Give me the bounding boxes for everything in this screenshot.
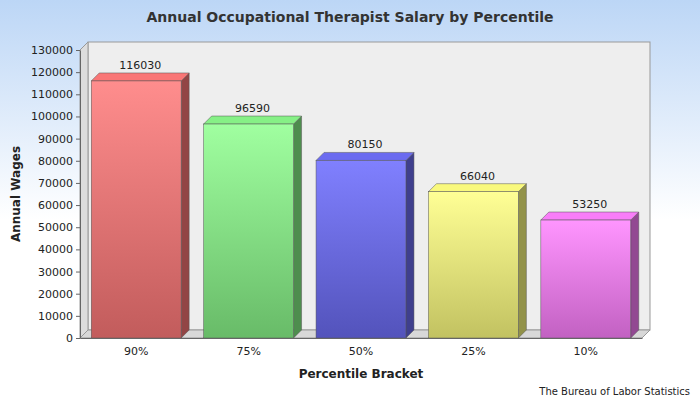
bar	[204, 124, 294, 338]
title: Annual Occupational Therapist Salary by …	[147, 9, 554, 25]
x-axis: 90% 75% 50% 25% 10%	[81, 338, 643, 358]
bar-top	[91, 73, 189, 81]
y-axis-line	[80, 51, 81, 339]
y-axis: 0 10000 20000 30000 40000 50000 60000 70000 8000…	[31, 44, 81, 345]
y-tick-mark	[76, 338, 80, 339]
y-tick-label: 80000	[38, 155, 73, 168]
x-tick-label: 75%	[236, 345, 260, 358]
y-tick-label: 60000	[38, 199, 73, 212]
y-tick-label: 130000	[31, 44, 73, 57]
y-tick-mark	[76, 249, 80, 250]
bar-top	[204, 116, 302, 124]
y-tick-label: 40000	[38, 243, 73, 256]
y-tick-label: 50000	[38, 221, 73, 234]
data-label: 116030	[119, 59, 161, 72]
y-tick: 20000	[38, 288, 80, 301]
y-tick-mark	[76, 316, 80, 317]
y-tick-label: 110000	[31, 88, 73, 101]
y-tick-mark	[76, 205, 80, 206]
bar-side	[294, 116, 302, 338]
chart: Annual Occupational Therapist Salary by …	[0, 0, 700, 400]
bar-top	[428, 184, 526, 192]
x-tick: 75%	[236, 338, 260, 358]
bar	[91, 81, 181, 338]
y-tick-mark	[76, 183, 80, 184]
y-axis-title: Annual Wages	[9, 146, 23, 242]
source-note: The Bureau of Labor Statistics	[538, 386, 690, 397]
data-label: 80150	[348, 138, 383, 151]
y-tick-label: 100000	[31, 110, 73, 123]
y-tick-label: 0	[66, 332, 73, 345]
bar-side	[631, 212, 639, 338]
side-wall	[80, 42, 88, 338]
y-tick: 120000	[31, 66, 80, 79]
x-tick: 25%	[461, 338, 485, 358]
x-tick-label: 50%	[349, 345, 373, 358]
background	[0, 0, 700, 400]
bar-side	[406, 152, 414, 338]
y-tick: 30000	[38, 266, 80, 279]
y-tick-mark	[76, 72, 80, 73]
x-tick-label: 25%	[461, 345, 485, 358]
x-axis-title: Percentile Bracket	[299, 367, 424, 381]
bar-side	[518, 184, 526, 338]
y-tick: 70000	[38, 177, 80, 190]
bar	[316, 160, 406, 338]
y-tick-label: 90000	[38, 133, 73, 146]
data-label: 66040	[460, 170, 495, 183]
y-tick: 0	[66, 332, 80, 345]
y-tick-label: 70000	[38, 177, 73, 190]
bar-side	[181, 73, 189, 338]
y-tick-mark	[76, 116, 80, 117]
data-labels: 116030 96590 80150 66040 53250	[119, 59, 607, 211]
y-tick: 40000	[38, 243, 80, 256]
bar	[428, 192, 518, 338]
y-tick-label: 120000	[31, 66, 73, 79]
y-tick: 130000	[31, 44, 80, 57]
y-tick: 50000	[38, 221, 80, 234]
data-label: 53250	[572, 198, 607, 211]
bar-top	[316, 152, 414, 160]
y-tick-label: 30000	[38, 266, 73, 279]
x-tick: 10%	[574, 338, 598, 358]
y-tick: 60000	[38, 199, 80, 212]
y-tick: 100000	[31, 110, 80, 123]
x-axis-line	[81, 338, 643, 339]
bars	[91, 73, 639, 338]
y-tick: 10000	[38, 310, 80, 323]
x-tick-label: 90%	[124, 345, 148, 358]
x-tick: 50%	[349, 338, 373, 358]
y-tick-label: 10000	[38, 310, 73, 323]
y-tick-mark	[76, 294, 80, 295]
y-tick-mark	[76, 50, 80, 51]
y-tick: 80000	[38, 155, 80, 168]
y-tick-label: 20000	[38, 288, 73, 301]
y-tick-mark	[76, 139, 80, 140]
data-label: 96590	[235, 102, 270, 115]
y-tick-mark	[76, 94, 80, 95]
y-tick-mark	[76, 161, 80, 162]
bar	[541, 220, 631, 338]
y-tick-mark	[76, 272, 80, 273]
x-tick: 90%	[124, 338, 148, 358]
y-tick: 110000	[31, 88, 80, 101]
x-tick-label: 10%	[574, 345, 598, 358]
y-tick: 90000	[38, 133, 80, 146]
bar-top	[541, 212, 639, 220]
y-tick-mark	[76, 227, 80, 228]
